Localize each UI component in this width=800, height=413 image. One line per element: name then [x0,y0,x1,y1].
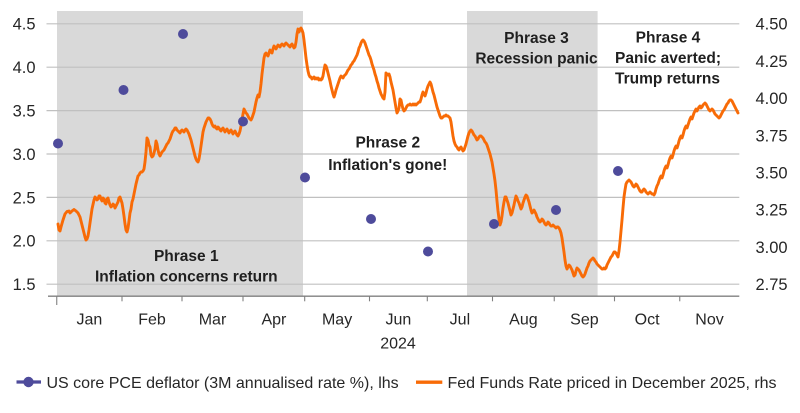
svg-text:4.50: 4.50 [756,16,788,34]
svg-text:Panic averted;: Panic averted; [615,50,721,67]
svg-text:Trump returns: Trump returns [615,71,720,88]
svg-text:Mar: Mar [199,311,227,328]
svg-text:1.5: 1.5 [13,276,36,294]
svg-text:May: May [322,311,352,328]
svg-text:Nov: Nov [695,311,723,328]
svg-text:4.25: 4.25 [756,53,788,71]
svg-text:Oct: Oct [635,311,660,328]
svg-text:2.0: 2.0 [13,233,36,251]
svg-text:Recession panic: Recession panic [475,51,598,68]
svg-text:Inflation's gone!: Inflation's gone! [328,157,447,174]
svg-text:3.00: 3.00 [756,239,788,257]
svg-text:Jan: Jan [77,311,103,328]
svg-text:3.75: 3.75 [756,127,788,145]
svg-text:Aug: Aug [509,311,537,328]
svg-text:2.5: 2.5 [13,189,36,207]
svg-text:Phrase 3: Phrase 3 [504,30,569,47]
svg-text:US core PCE deflator (3M annua: US core PCE deflator (3M annualised rate… [47,375,399,392]
svg-text:4.00: 4.00 [756,90,788,108]
svg-text:4.0: 4.0 [13,59,36,77]
svg-text:Phrase 2: Phrase 2 [355,134,420,151]
svg-text:Sep: Sep [570,311,599,328]
svg-text:Jun: Jun [386,311,412,328]
svg-text:2024: 2024 [380,336,416,353]
svg-text:Apr: Apr [261,311,287,328]
svg-text:4.5: 4.5 [13,16,36,34]
svg-text:3.25: 3.25 [756,202,788,220]
svg-text:3.50: 3.50 [756,165,788,183]
svg-text:Jul: Jul [450,311,470,328]
svg-text:3.0: 3.0 [13,146,36,164]
svg-text:Phrase 4: Phrase 4 [636,29,701,46]
svg-text:Feb: Feb [138,311,166,328]
svg-text:Inflation concerns return: Inflation concerns return [95,269,278,286]
svg-text:3.5: 3.5 [13,103,36,121]
svg-text:Phrase 1: Phrase 1 [154,248,219,265]
svg-text:2.75: 2.75 [756,276,788,294]
svg-text:Fed Funds Rate priced in Decem: Fed Funds Rate priced in December 2025, … [448,375,777,392]
